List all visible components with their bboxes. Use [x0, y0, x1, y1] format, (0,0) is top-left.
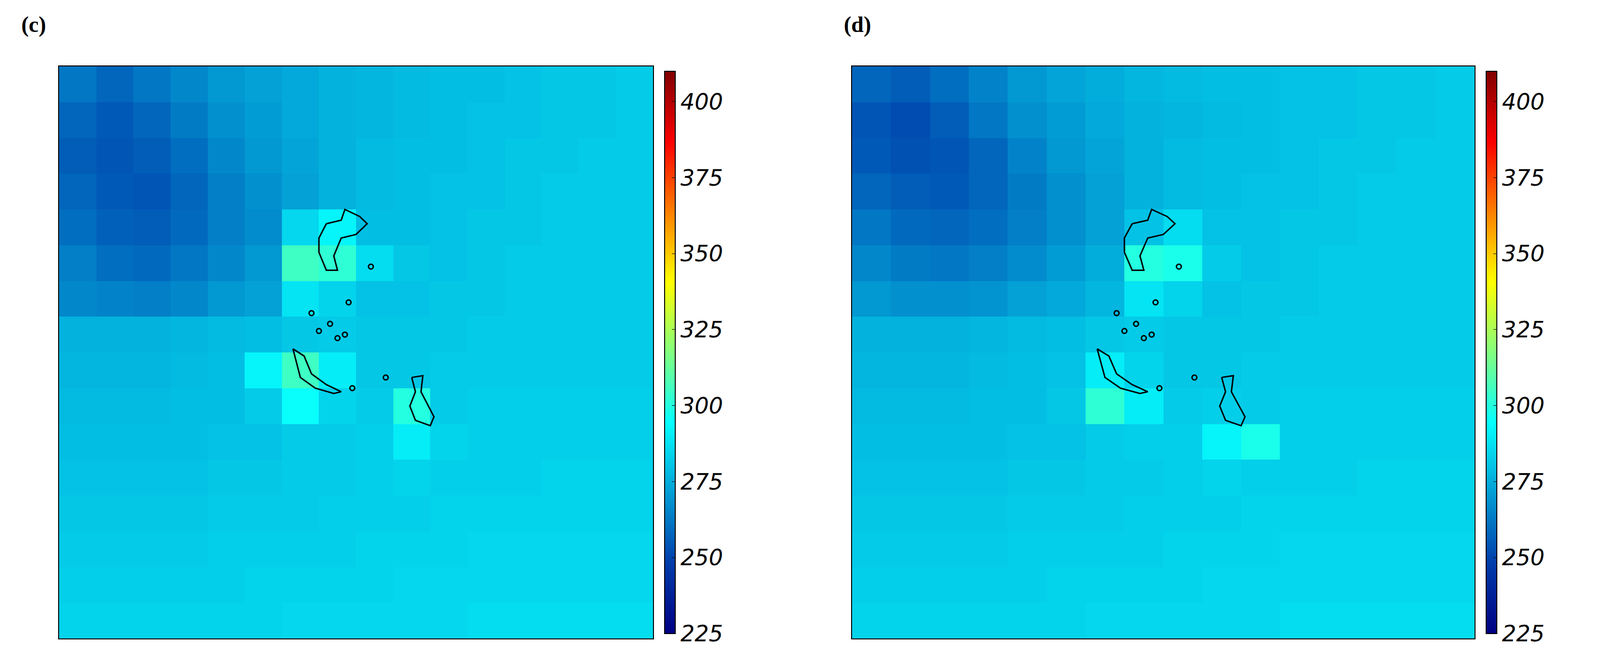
svg-text:400: 400 [1502, 88, 1545, 115]
svg-text:225: 225 [1502, 620, 1545, 647]
svg-text:350: 350 [1502, 240, 1545, 267]
svg-text:350: 350 [680, 240, 724, 267]
svg-text:250: 250 [1502, 543, 1545, 571]
svg-text:375: 375 [1502, 164, 1545, 191]
svg-text:375: 375 [680, 164, 724, 191]
svg-text:300: 300 [1502, 392, 1545, 419]
svg-text:275: 275 [1502, 468, 1545, 495]
svg-text:325: 325 [680, 316, 724, 343]
svg-text:400: 400 [680, 88, 724, 115]
svg-text:(c): (c) [21, 12, 47, 37]
svg-text:(d): (d) [843, 12, 871, 37]
svg-text:275: 275 [680, 468, 724, 495]
svg-text:250: 250 [680, 543, 724, 571]
svg-text:300: 300 [680, 392, 724, 419]
svg-text:225: 225 [680, 620, 724, 647]
svg-text:325: 325 [1502, 316, 1545, 343]
